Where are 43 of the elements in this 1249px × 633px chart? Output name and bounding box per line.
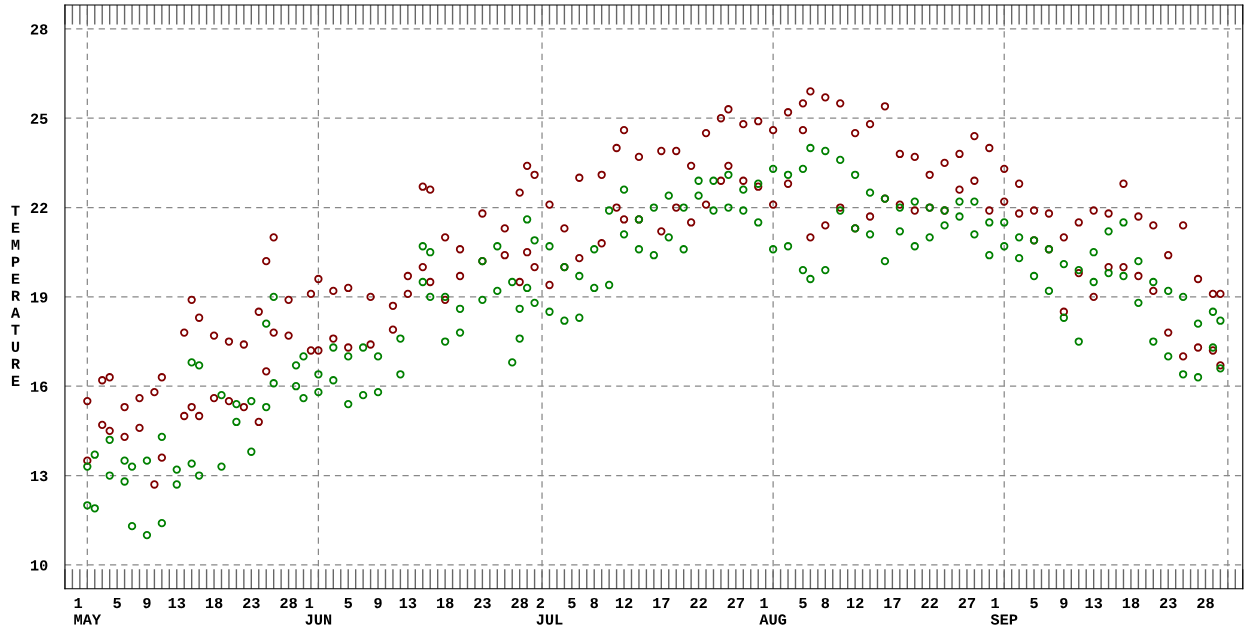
y-tick-label: 16 <box>30 381 48 392</box>
x-tick-label: 9 <box>143 597 151 609</box>
x-tick-label: 22 <box>921 597 938 609</box>
text: TEMPERATURE <box>10 205 21 386</box>
x-tick-label: 5 <box>799 598 807 609</box>
x-tick-label: 8 <box>590 597 598 609</box>
y-tick-label: 13 <box>30 470 48 482</box>
x-tick-label: 13 <box>1085 597 1103 609</box>
x-tick-label: 18 <box>205 597 223 609</box>
x-tick-label: 1 MAY <box>74 598 102 625</box>
x-tick-label: 17 <box>653 598 670 609</box>
x-tick-label: 12 <box>846 597 864 609</box>
x-tick-label: 23 <box>474 597 491 609</box>
x-tick-label: 9 <box>1060 597 1068 609</box>
x-tick-label: 27 <box>727 597 744 609</box>
x-tick-label: 22 <box>690 597 707 609</box>
x-tick-label: 1 SEP <box>990 598 1018 625</box>
x-tick-label: 23 <box>243 597 260 609</box>
x-tick-label: 5 <box>568 598 576 609</box>
x-tick-label: 13 <box>399 597 417 609</box>
y-tick-label: 25 <box>30 113 48 124</box>
y-tick-label: 10 <box>30 560 48 571</box>
x-tick-label: 8 <box>821 597 830 609</box>
x-tick-label: 18 <box>436 597 454 609</box>
x-tick-label: 23 <box>1159 597 1177 609</box>
x-tick-label: 12 <box>615 597 633 609</box>
y-tick-label: 22 <box>30 202 48 214</box>
x-tick-label: 1 JUN <box>305 598 332 625</box>
x-tick-label: 5 <box>1030 598 1038 609</box>
x-tick-label: 5 <box>344 598 353 609</box>
y-tick-label: 19 <box>30 292 48 303</box>
x-tick-label: 1 AUG <box>759 598 787 625</box>
x-tick-label: 27 <box>958 597 976 609</box>
y-tick-label: 28 <box>30 24 48 35</box>
x-tick-label: 28 <box>511 597 529 609</box>
x-tick-label: 17 <box>884 598 901 609</box>
x-tick-label: 28 <box>280 597 297 609</box>
x-tick-label: 28 <box>1197 597 1214 609</box>
x-tick-label: 9 <box>374 597 382 609</box>
x-tick-label: 18 <box>1122 597 1140 609</box>
x-tick-label: 2 JUL <box>536 597 563 625</box>
x-tick-label: 13 <box>168 597 186 609</box>
x-tick-label: 5 <box>113 598 121 609</box>
